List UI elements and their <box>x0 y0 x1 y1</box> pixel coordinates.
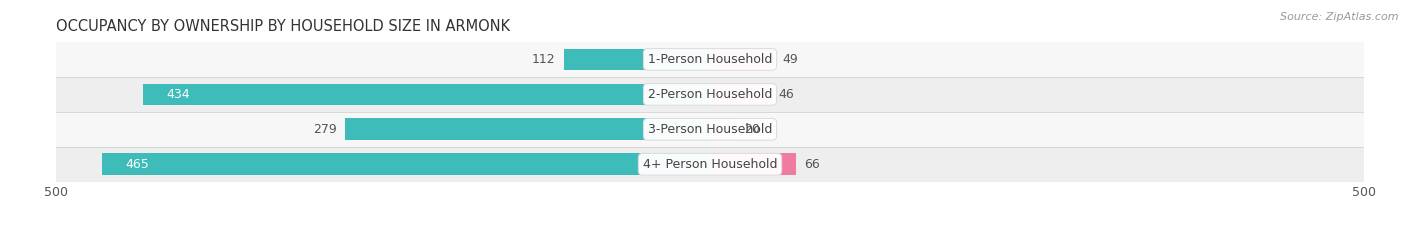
Text: 2-Person Household: 2-Person Household <box>648 88 772 101</box>
Text: 112: 112 <box>531 53 555 66</box>
Text: 4+ Person Household: 4+ Person Household <box>643 158 778 171</box>
Text: Source: ZipAtlas.com: Source: ZipAtlas.com <box>1281 12 1399 22</box>
Bar <box>710 83 770 105</box>
Text: 279: 279 <box>314 123 337 136</box>
Bar <box>564 49 710 70</box>
Text: 3-Person Household: 3-Person Household <box>648 123 772 136</box>
Bar <box>346 118 710 140</box>
Text: 46: 46 <box>778 88 794 101</box>
Bar <box>710 49 775 70</box>
Text: 434: 434 <box>166 88 190 101</box>
Text: 1-Person Household: 1-Person Household <box>648 53 772 66</box>
Bar <box>710 118 737 140</box>
Text: 465: 465 <box>125 158 149 171</box>
Bar <box>103 153 710 175</box>
Bar <box>56 147 1364 182</box>
Bar <box>142 83 710 105</box>
Text: 20: 20 <box>744 123 759 136</box>
Bar <box>56 112 1364 147</box>
Text: 66: 66 <box>804 158 820 171</box>
Bar <box>710 153 796 175</box>
Bar <box>56 42 1364 77</box>
Text: OCCUPANCY BY OWNERSHIP BY HOUSEHOLD SIZE IN ARMONK: OCCUPANCY BY OWNERSHIP BY HOUSEHOLD SIZE… <box>56 19 510 34</box>
Text: 49: 49 <box>782 53 797 66</box>
Bar <box>56 77 1364 112</box>
